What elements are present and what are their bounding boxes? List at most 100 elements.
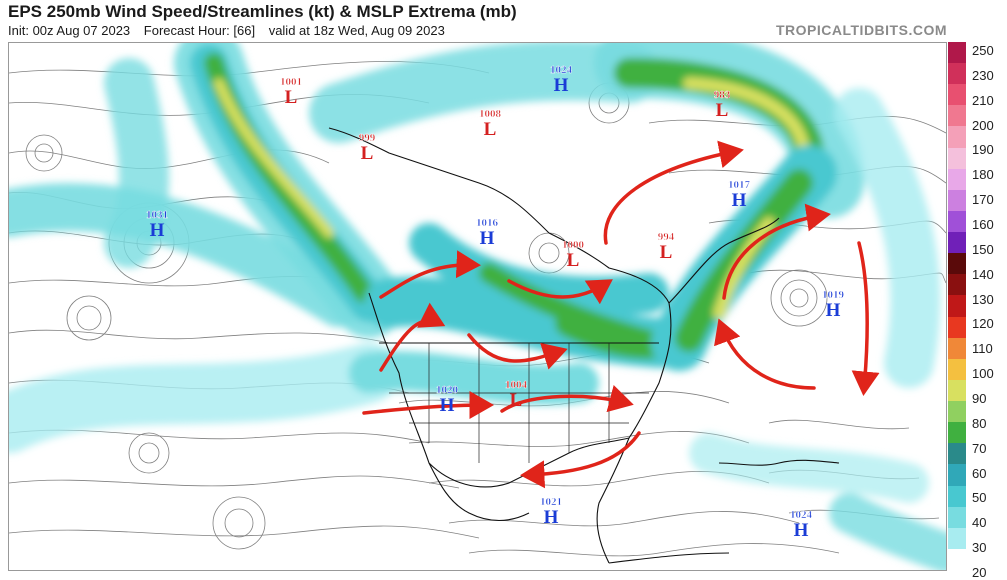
weather-map: 1024 H 1001 L 999 L 1008 L 983 L 1031 H 1016 H 1000 L 99… (8, 42, 947, 571)
colorbar-label: 130 (972, 291, 994, 307)
pressure-value: 983 (714, 89, 731, 101)
pressure-value: 1001 (280, 76, 302, 88)
colorbar-label: 20 (972, 565, 987, 580)
map-subtitle: Init: 00z Aug 07 2023 Forecast Hour: [66… (8, 23, 455, 38)
pressure-value: 994 (658, 231, 675, 243)
pressure-symbol: L (567, 250, 580, 271)
pressure-symbol: H (440, 395, 455, 416)
colorbar-swatch (948, 189, 966, 212)
colorbar-label: 230 (972, 67, 994, 83)
pressure-value: 1000 (562, 239, 585, 251)
colorbar-label: 250 (972, 43, 994, 58)
forecast-hour: Forecast Hour: [66] (143, 23, 256, 38)
pressure-value: 1031 (146, 209, 168, 221)
pressure-value: 1004 (505, 379, 528, 391)
colorbar-swatch (948, 337, 966, 360)
colorbar-swatch (948, 548, 966, 571)
pressure-symbol: L (660, 242, 673, 263)
colorbar-label: 80 (972, 415, 987, 431)
colorbar-swatch (948, 147, 966, 170)
pressure-value: 1024 (550, 64, 573, 76)
pressure-symbol: L (285, 87, 298, 108)
pressure-symbol: L (484, 119, 497, 140)
pressure-value: 1024 (790, 509, 813, 521)
pressure-symbol: H (150, 220, 165, 241)
colorbar-label: 150 (972, 241, 994, 257)
colorbar-swatch (948, 527, 966, 550)
pressure-symbol: H (794, 520, 809, 541)
colorbar-label: 70 (972, 440, 987, 456)
colorbar-label: 100 (972, 366, 994, 382)
colorbar-label: 180 (972, 167, 994, 183)
colorbar-swatch (948, 485, 966, 508)
colorbar-label: 40 (972, 515, 987, 531)
colorbar-label: 170 (972, 192, 994, 208)
colorbar-label: 120 (972, 316, 994, 332)
pressure-symbol: H (480, 228, 495, 249)
colorbar-label: 210 (972, 92, 994, 108)
colorbar-swatch (948, 422, 966, 444)
pressure-value: 999 (359, 132, 376, 144)
colorbar-swatch (948, 316, 966, 339)
site-brand: TROPICALTIDBITS.COM (775, 22, 947, 38)
pressure-symbol: H (554, 75, 569, 96)
colorbar-label: 90 (972, 391, 987, 406)
pressure-symbol: L (716, 100, 729, 121)
colorbar-swatch (948, 274, 966, 296)
colorbar-swatch (948, 253, 966, 275)
pressure-symbol: H (544, 507, 559, 528)
pressure-value: 1017 (728, 179, 751, 191)
colorbar-swatch (948, 210, 966, 233)
colorbar-swatch (948, 401, 966, 423)
colorbar-label: 190 (972, 142, 994, 158)
colorbar-swatch (948, 506, 966, 529)
pressure-value: 1019 (822, 289, 845, 301)
colorbar-label: 200 (972, 117, 994, 133)
pressure-symbol: H (732, 190, 747, 211)
pressure-value: 1008 (479, 108, 502, 120)
wind-jet-shading (9, 43, 946, 570)
colorbar-swatch (948, 42, 966, 64)
colorbar-swatch (948, 358, 966, 381)
colorbar-swatch (948, 168, 966, 191)
colorbar-swatch (948, 232, 966, 254)
colorbar-swatch (948, 126, 966, 149)
colorbar-swatch (948, 63, 966, 85)
colorbar-label: 160 (972, 217, 994, 232)
colorbar-swatch (948, 105, 966, 127)
pressure-value: 1020 (436, 384, 459, 396)
colorbar-label: 140 (972, 266, 994, 282)
colorbar-swatch (948, 443, 966, 465)
pressure-symbol: H (826, 300, 841, 321)
colorbar-label: 30 (972, 540, 987, 556)
map-title: EPS 250mb Wind Speed/Streamlines (kt) & … (8, 2, 517, 21)
pressure-symbol: L (510, 390, 523, 411)
colorbar-swatch (948, 379, 966, 402)
colorbar-swatch (948, 295, 966, 318)
colorbar-swatch (948, 84, 966, 106)
init-time: Init: 00z Aug 07 2023 (8, 23, 131, 38)
pressure-symbol: L (361, 143, 374, 164)
colorbar-label: 60 (972, 465, 987, 481)
pressure-value: 1016 (476, 217, 499, 229)
colorbar-label: 110 (972, 341, 993, 357)
wind-speed-colorbar: 250 230 210 200 190 180 170 160 150 140 130 120 110 1… (948, 42, 1007, 579)
colorbar-label: 50 (972, 490, 987, 506)
valid-time: valid at 18z Wed, Aug 09 2023 (268, 23, 445, 38)
pressure-value: 1021 (540, 496, 562, 508)
